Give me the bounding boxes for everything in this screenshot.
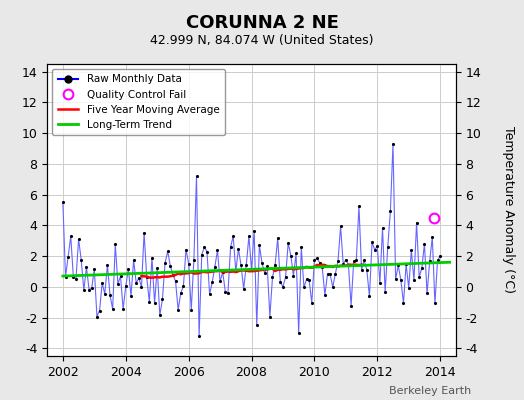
Text: 42.999 N, 84.074 W (United States): 42.999 N, 84.074 W (United States) — [150, 34, 374, 47]
Text: CORUNNA 2 NE: CORUNNA 2 NE — [185, 14, 339, 32]
Text: Berkeley Earth: Berkeley Earth — [389, 386, 472, 396]
Y-axis label: Temperature Anomaly (°C): Temperature Anomaly (°C) — [503, 126, 515, 294]
Legend: Raw Monthly Data, Quality Control Fail, Five Year Moving Average, Long-Term Tren: Raw Monthly Data, Quality Control Fail, … — [52, 69, 225, 135]
